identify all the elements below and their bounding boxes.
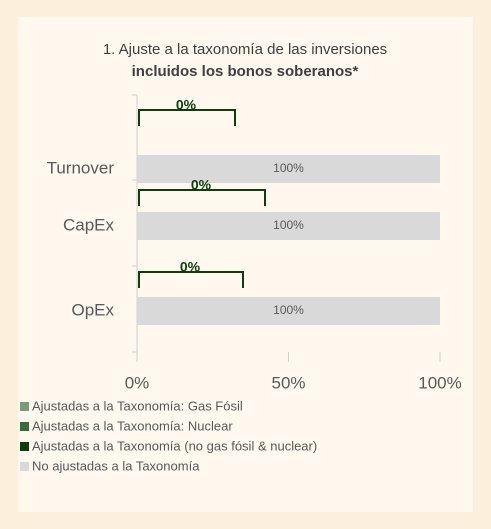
bracket	[138, 271, 244, 288]
legend-label: No ajustadas a la Taxonomía	[32, 458, 200, 473]
category-label: OpEx	[71, 300, 114, 319]
legend-swatch	[20, 402, 29, 411]
bracket	[138, 109, 236, 126]
category-label: Turnover	[47, 158, 115, 177]
bracket	[138, 189, 266, 206]
legend-label: Ajustadas a la Taxonomía: Gas Fósil	[32, 398, 243, 413]
data-label: 0%	[176, 97, 197, 113]
data-label: 0%	[191, 177, 212, 193]
legend-label: Ajustadas a la Taxonomía (no gas fósil &…	[32, 438, 317, 453]
x-tick-label: 100%	[418, 373, 461, 392]
bar-segment	[137, 212, 440, 240]
bar-segment	[137, 155, 440, 183]
chart-subtitle: incluidos los bonos soberanos*	[132, 63, 359, 80]
bar-segment	[137, 297, 440, 325]
chart-title: 1. Ajuste a la taxonomía de las inversio…	[103, 41, 387, 58]
category-label: CapEx	[63, 215, 115, 234]
data-label: 0%	[180, 259, 201, 275]
data-label: 100%	[273, 303, 304, 317]
data-label: 100%	[273, 161, 304, 175]
data-label: 100%	[273, 218, 304, 232]
x-tick-label: 50%	[271, 373, 305, 392]
legend-swatch	[20, 462, 29, 471]
card	[18, 17, 473, 512]
legend-swatch	[20, 442, 29, 451]
legend-swatch	[20, 422, 29, 431]
legend-label: Ajustadas a la Taxonomía: Nuclear	[32, 418, 233, 433]
x-tick-label: 0%	[125, 373, 150, 392]
